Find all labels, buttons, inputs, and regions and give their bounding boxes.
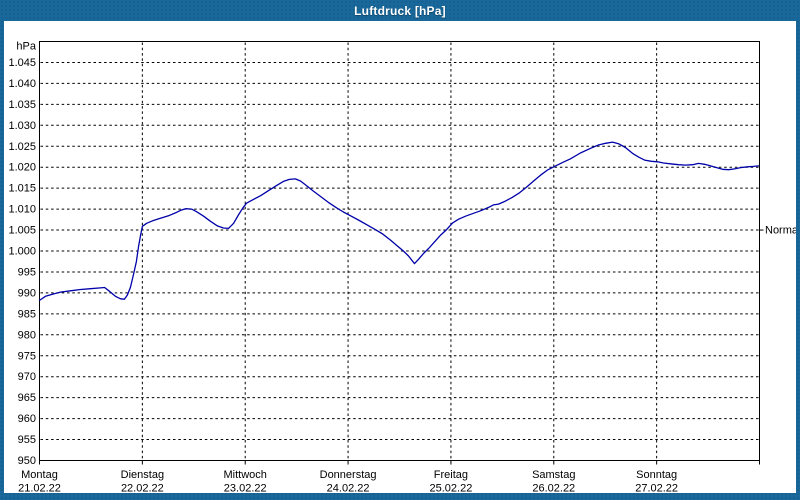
y-tick-label: 1.045: [8, 57, 36, 69]
y-tick-label: 1.040: [8, 78, 36, 90]
y-tick-label: 980: [18, 329, 36, 341]
day-name-label: Samstag: [532, 469, 575, 481]
day-name-label: Montag: [21, 469, 58, 481]
y-tick-label: 1.025: [8, 141, 36, 153]
day-date-label: 22.02.22: [121, 483, 164, 494]
day-date-label: 21.02.22: [18, 483, 61, 494]
day-date-label: 27.02.22: [635, 483, 678, 494]
day-date-label: 24.02.22: [327, 483, 370, 494]
pressure-chart: 1.045 1.040 1.035 1.030 1.025 1.020 1.015 1.010…: [8, 41, 800, 495]
window-title: Luftdruck [hPa]: [354, 3, 446, 18]
y-tick-label: 1.020: [8, 162, 36, 174]
y-axis-unit-label: hPa: [16, 41, 36, 53]
day-name-label: Mittwoch: [224, 469, 267, 481]
day-name-label: Donnerstag: [320, 469, 377, 481]
day-date-label: 26.02.22: [532, 483, 575, 494]
day-name-label: Freitag: [434, 469, 468, 481]
day-name-label: Sonntag: [636, 469, 677, 481]
y-tick-label: 965: [18, 392, 36, 404]
y-tick-label: 950: [18, 455, 36, 467]
y-tick-label: 1.000: [8, 246, 36, 258]
y-tick-label: 1.010: [8, 204, 36, 216]
y-tick-label: 985: [18, 308, 36, 320]
y-tick-label: 995: [18, 266, 36, 278]
y-tick-label: 955: [18, 434, 36, 446]
chart-area: 1.045 1.040 1.035 1.030 1.025 1.020 1.015 1.010…: [4, 21, 800, 495]
y-tick-label: 1.005: [8, 225, 36, 237]
y-tick-label: 1.030: [8, 120, 36, 132]
y-tick-label: 1.035: [8, 99, 36, 111]
day-date-label: 23.02.22: [224, 483, 267, 494]
day-name-label: Dienstag: [121, 469, 164, 481]
normal-label: Normal: [765, 225, 796, 237]
y-tick-label: 960: [18, 413, 36, 425]
window-title-bar: Luftdruck [hPa]: [0, 0, 800, 21]
y-tick-label: 975: [18, 350, 36, 362]
y-tick-label: 1.015: [8, 183, 36, 195]
day-date-label: 25.02.22: [430, 483, 473, 494]
y-tick-label: 990: [18, 287, 36, 299]
pressure-line: [38, 141, 760, 302]
y-tick-label: 970: [18, 371, 36, 383]
